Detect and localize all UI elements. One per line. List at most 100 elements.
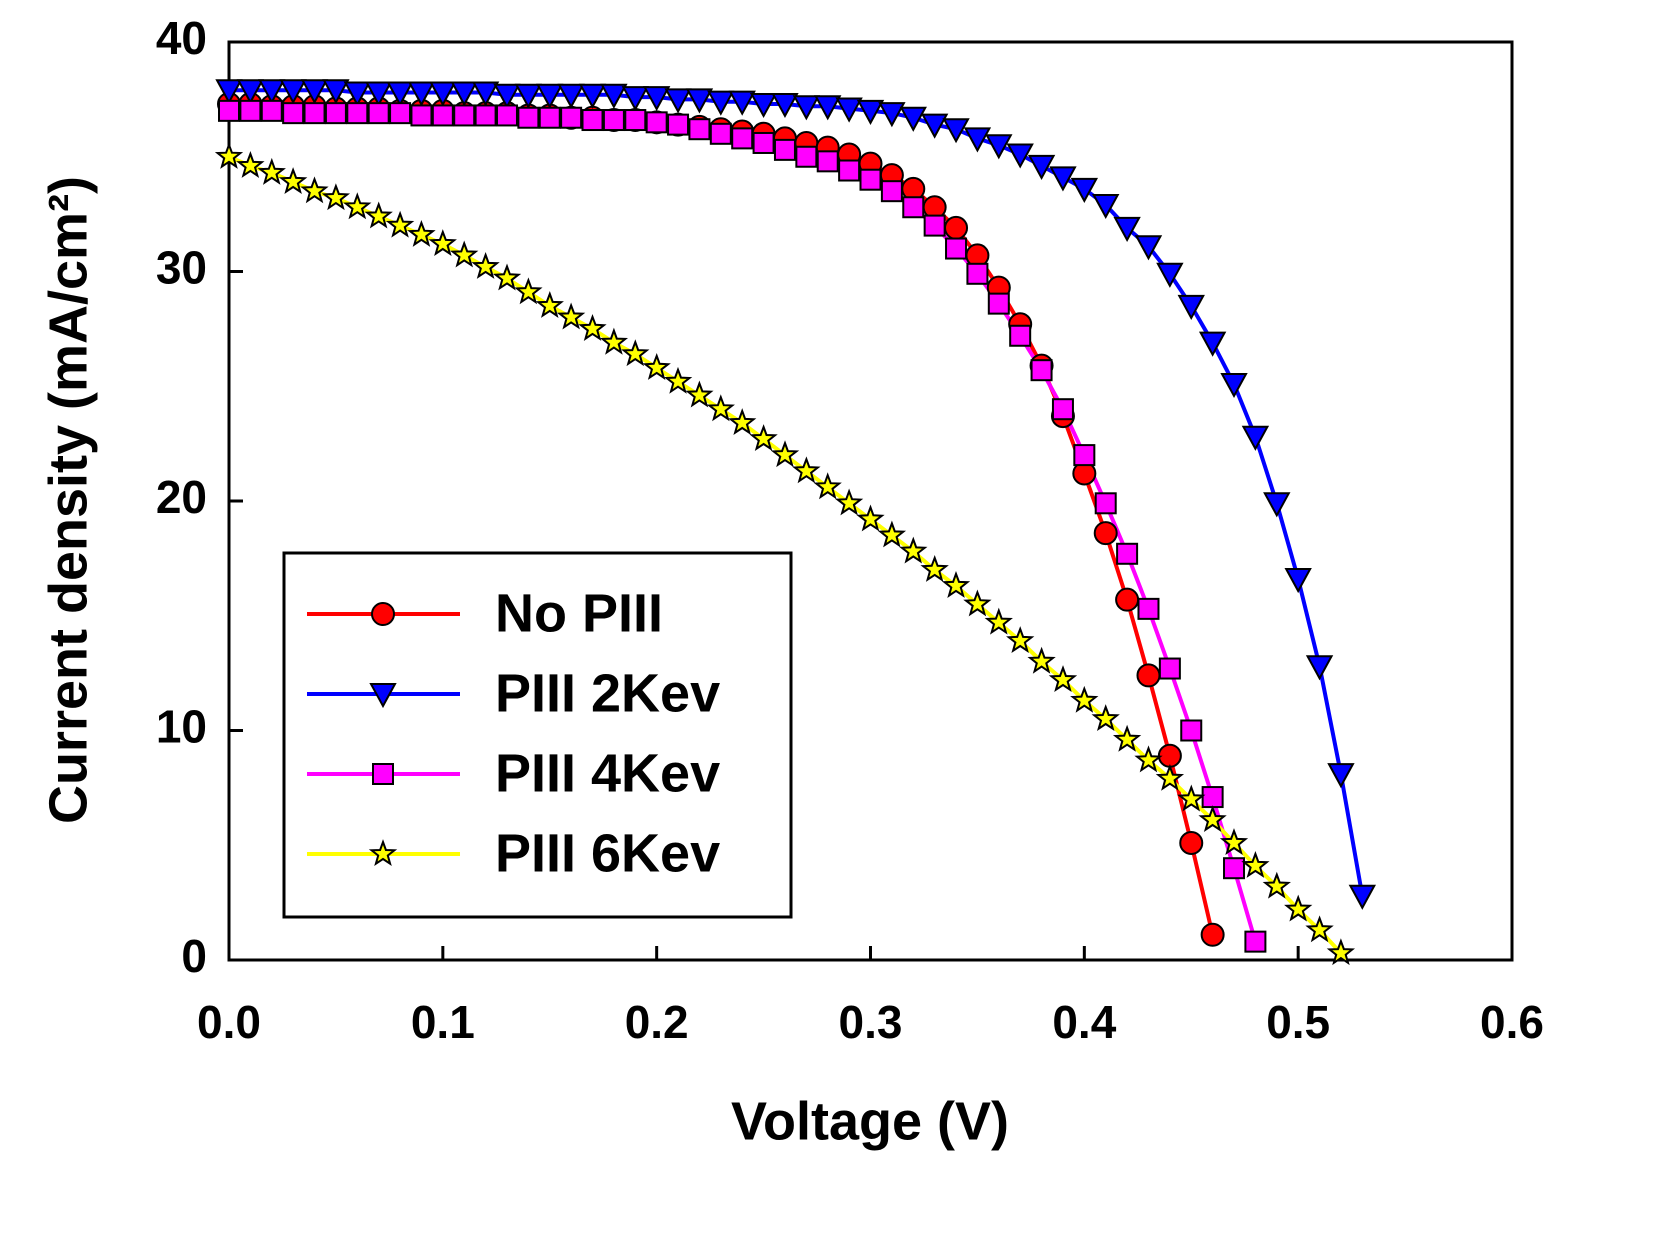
marker bbox=[667, 113, 690, 136]
marker bbox=[343, 81, 371, 107]
marker bbox=[1116, 542, 1139, 565]
marker bbox=[493, 83, 521, 109]
marker bbox=[386, 81, 414, 107]
marker bbox=[1284, 568, 1312, 594]
marker bbox=[707, 90, 735, 116]
marker bbox=[239, 99, 262, 122]
marker bbox=[1134, 745, 1163, 773]
marker bbox=[1241, 425, 1270, 451]
marker bbox=[1137, 597, 1160, 620]
marker bbox=[1073, 444, 1096, 467]
marker bbox=[1155, 763, 1185, 791]
marker bbox=[369, 683, 397, 709]
marker bbox=[389, 102, 412, 125]
marker bbox=[1091, 704, 1120, 732]
marker bbox=[367, 102, 390, 125]
marker bbox=[987, 292, 1010, 315]
marker bbox=[578, 83, 607, 109]
marker bbox=[923, 214, 946, 237]
marker bbox=[372, 763, 394, 785]
marker bbox=[599, 327, 629, 355]
marker bbox=[1198, 805, 1227, 833]
marker bbox=[410, 104, 433, 127]
marker bbox=[856, 99, 885, 125]
marker bbox=[1244, 930, 1267, 953]
marker bbox=[814, 95, 842, 121]
marker bbox=[236, 79, 265, 105]
marker bbox=[364, 81, 393, 107]
legend-label: PIII 6Kev bbox=[495, 823, 720, 883]
marker bbox=[749, 92, 778, 119]
marker bbox=[1006, 143, 1034, 169]
marker bbox=[215, 79, 243, 105]
marker bbox=[1198, 331, 1227, 357]
marker bbox=[1177, 294, 1205, 321]
marker bbox=[728, 90, 756, 116]
marker bbox=[688, 118, 711, 141]
marker bbox=[453, 104, 476, 127]
marker bbox=[474, 104, 497, 127]
marker bbox=[709, 122, 732, 145]
marker bbox=[1092, 193, 1120, 220]
marker bbox=[300, 176, 329, 204]
marker bbox=[773, 138, 796, 161]
marker bbox=[324, 102, 347, 125]
marker bbox=[944, 215, 969, 240]
marker bbox=[834, 488, 864, 516]
marker bbox=[1305, 655, 1334, 681]
marker bbox=[899, 106, 927, 132]
marker bbox=[984, 607, 1013, 635]
marker bbox=[278, 167, 308, 195]
x-tick-label: 0.0 bbox=[197, 996, 261, 1048]
y-tick-label: 0 bbox=[181, 930, 207, 982]
marker bbox=[431, 104, 454, 127]
marker bbox=[795, 145, 818, 168]
marker bbox=[364, 201, 393, 229]
marker bbox=[1048, 665, 1078, 693]
x-tick-label: 0.4 bbox=[1052, 996, 1116, 1048]
marker bbox=[878, 102, 906, 128]
marker bbox=[899, 536, 928, 564]
marker bbox=[257, 157, 286, 185]
marker bbox=[407, 219, 436, 247]
marker bbox=[749, 424, 778, 452]
marker bbox=[535, 291, 564, 318]
marker bbox=[1326, 938, 1356, 966]
marker bbox=[1113, 216, 1141, 242]
marker bbox=[1006, 626, 1035, 654]
marker bbox=[1070, 177, 1099, 203]
marker bbox=[1220, 372, 1248, 399]
marker bbox=[1009, 324, 1032, 347]
marker bbox=[770, 440, 800, 468]
marker bbox=[1134, 235, 1163, 261]
marker bbox=[1262, 871, 1291, 899]
marker bbox=[1219, 828, 1249, 856]
marker bbox=[428, 229, 457, 257]
marker bbox=[985, 134, 1013, 160]
marker bbox=[557, 83, 585, 109]
marker bbox=[963, 589, 992, 617]
y-axis-title: Current density (mA/cm²) bbox=[38, 176, 98, 824]
marker bbox=[1094, 492, 1117, 515]
marker bbox=[728, 408, 757, 436]
x-tick-label: 0.6 bbox=[1480, 996, 1544, 1048]
marker bbox=[1136, 663, 1161, 688]
marker bbox=[368, 839, 398, 867]
marker bbox=[258, 79, 286, 105]
marker bbox=[792, 456, 821, 484]
legend-label: PIII 2Kev bbox=[495, 663, 720, 723]
marker bbox=[556, 302, 586, 330]
marker bbox=[731, 127, 754, 150]
marker bbox=[1070, 685, 1099, 713]
marker bbox=[835, 97, 863, 123]
marker bbox=[664, 88, 692, 114]
marker bbox=[966, 262, 989, 285]
marker bbox=[471, 251, 500, 279]
marker bbox=[1027, 154, 1056, 181]
marker bbox=[1180, 719, 1203, 742]
marker bbox=[1177, 784, 1206, 812]
marker bbox=[685, 88, 714, 114]
marker bbox=[346, 102, 369, 125]
marker bbox=[838, 159, 861, 182]
